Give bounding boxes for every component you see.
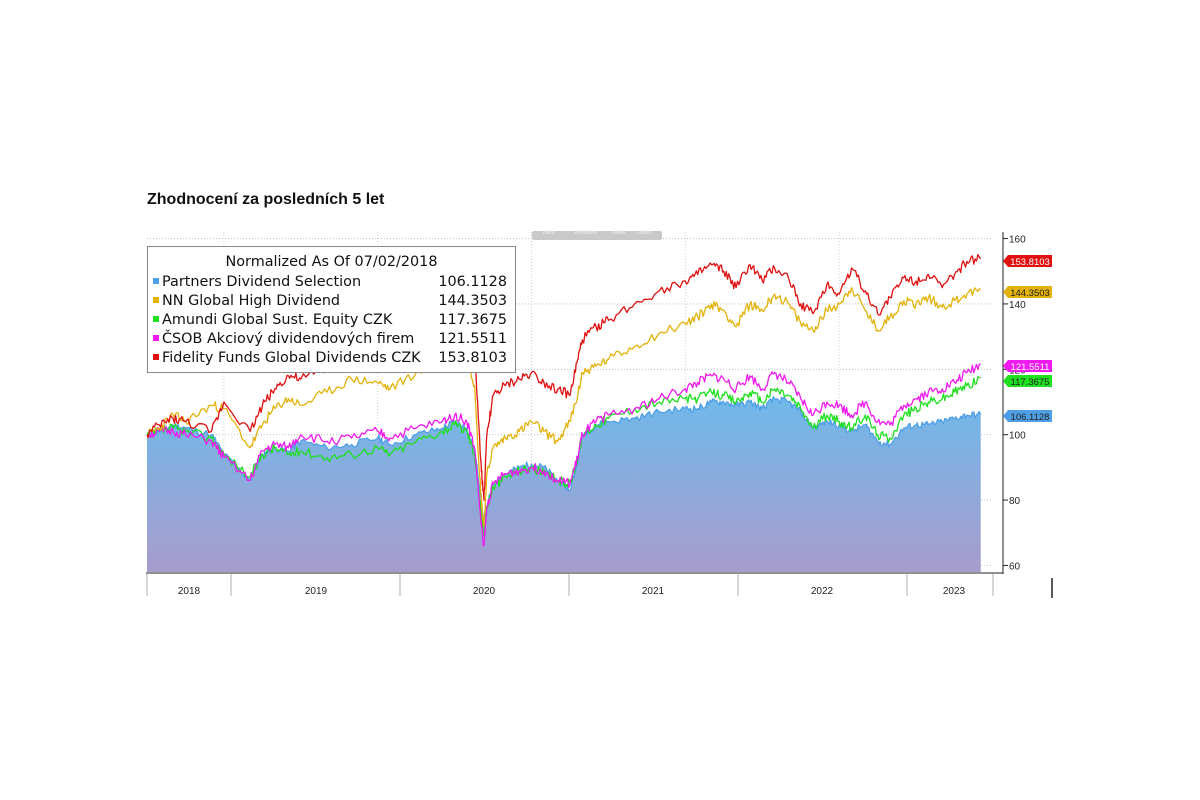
legend-series-name: Amundi Global Sust. Equity CZK — [162, 312, 393, 328]
legend-series-name: Fidelity Funds Global Dividends CZK — [162, 350, 421, 366]
value-tag: 153.8103 — [1003, 255, 1052, 268]
series-line — [146, 363, 981, 547]
value-tag-shape — [1003, 286, 1052, 298]
legend-series-name: ČSOB Akciový dividendových firem — [162, 331, 415, 347]
x-tick-label: 2023 — [943, 586, 966, 597]
value-tag-shape — [1003, 360, 1052, 372]
annotate-button[interactable]: Annotate — [574, 230, 597, 236]
series-lines — [146, 253, 982, 547]
news-button[interactable]: News — [612, 230, 626, 236]
y-tick-label: 160 — [1009, 235, 1026, 246]
y-tick-label: 60 — [1009, 561, 1021, 572]
legend-swatch — [153, 335, 159, 341]
y-tick-label: 80 — [1009, 496, 1021, 507]
legend-item: Partners Dividend Selection 106.1128 — [153, 274, 507, 292]
value-tag: 117.3675 — [1003, 375, 1052, 388]
legend-series-value: 153.8103 — [438, 350, 507, 366]
series-line — [146, 286, 982, 527]
legend-series-value: 106.1128 — [438, 274, 507, 290]
value-tags: 106.1128 144.3503 117.3675 121.5511 153.8103 — [1003, 255, 1052, 423]
series-line — [146, 253, 982, 501]
legend-item: ČSOB Akciový dividendových firem 121.551… — [153, 331, 507, 349]
chart-toolbar[interactable]: Track Annotate News Zoom — [532, 230, 662, 240]
page-title: Zhodnocení za posledních 5 let — [147, 191, 385, 208]
value-tag-label: 106.1128 — [1011, 412, 1050, 423]
value-tag: 144.3503 — [1003, 286, 1052, 299]
legend-series-value: 117.3675 — [438, 312, 507, 328]
value-tag: 106.1128 — [1003, 410, 1052, 423]
y-tick-label: 140 — [1009, 300, 1026, 311]
value-tag: 121.5511 — [1003, 360, 1052, 373]
legend-series-name: NN Global High Dividend — [162, 293, 341, 309]
x-tick-label: 2020 — [473, 586, 496, 597]
legend-header: Normalized As Of 07/02/2018 — [225, 254, 438, 270]
x-tick-label: 2019 — [305, 586, 328, 597]
x-tick-label: 2021 — [642, 586, 665, 597]
legend-swatch — [153, 316, 159, 322]
series-line — [146, 395, 982, 527]
zoom-button[interactable]: Zoom — [637, 230, 652, 236]
legend-swatch — [153, 278, 159, 284]
value-tag-shape — [1003, 255, 1052, 267]
value-tag-label: 117.3675 — [1011, 377, 1050, 388]
legend-item: Amundi Global Sust. Equity CZK 117.3675 — [153, 312, 507, 330]
legend-series-name: Partners Dividend Selection — [162, 274, 362, 290]
x-axis: 2018 2019 2020 2021 2022 2023 — [146, 572, 1003, 597]
legend-swatch — [153, 297, 159, 303]
legend-series-value: 144.3503 — [438, 293, 507, 309]
value-tag-shape — [1003, 375, 1052, 387]
y-tick-label: 100 — [1009, 431, 1026, 442]
x-tick-label: 2018 — [178, 586, 201, 597]
legend-swatch — [153, 354, 159, 360]
value-tag-label: 121.5511 — [1011, 362, 1050, 373]
value-tag-shape — [1003, 410, 1052, 422]
value-tag-label: 153.8103 — [1010, 257, 1050, 268]
legend: Normalized As Of 07/02/2018 Partners Div… — [147, 246, 516, 373]
value-tag-label: 144.3503 — [1010, 288, 1050, 299]
legend-item: NN Global High Dividend 144.3503 — [153, 293, 507, 311]
legend-item: Fidelity Funds Global Dividends CZK 153.… — [153, 350, 507, 368]
legend-series-value: 121.5511 — [438, 331, 507, 347]
x-tick-label: 2022 — [811, 586, 834, 597]
track-button[interactable]: Track — [542, 230, 556, 236]
